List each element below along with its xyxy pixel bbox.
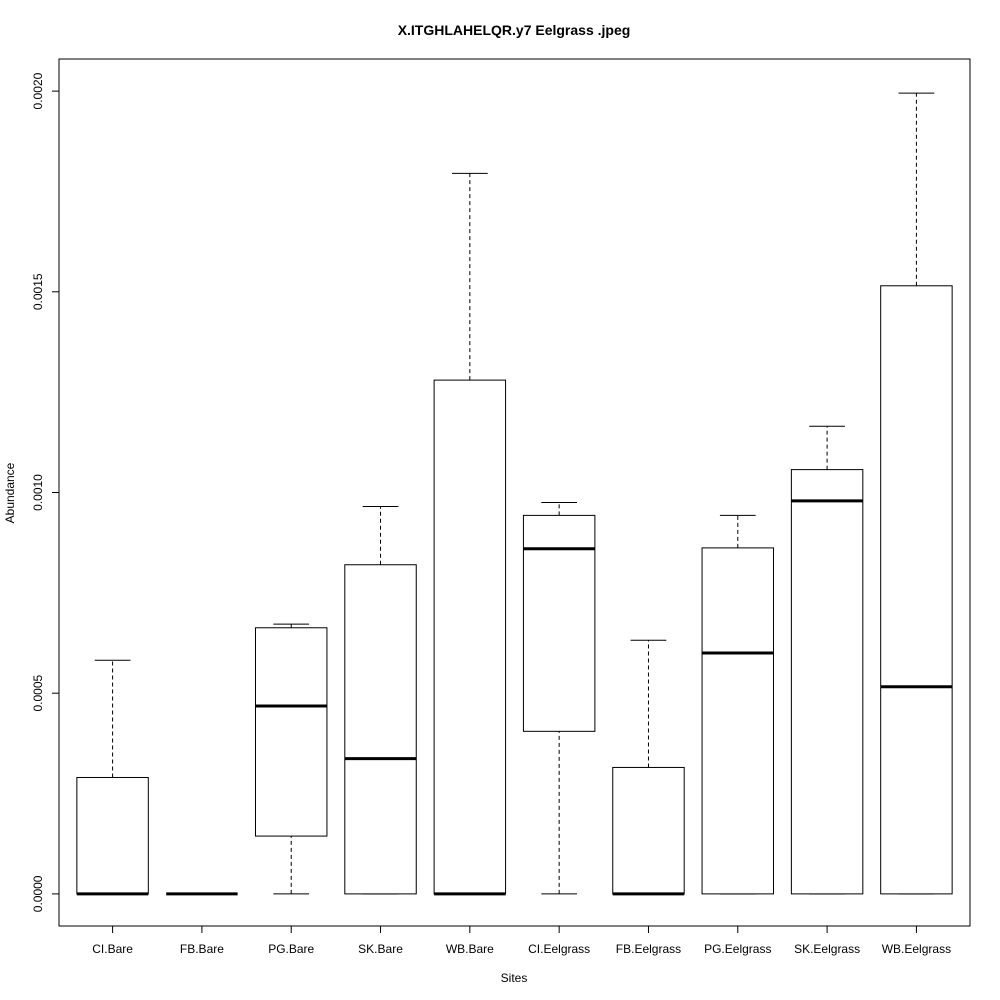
box-rect — [433, 379, 507, 895]
box-rect — [522, 514, 596, 732]
box-WB.Bare — [433, 172, 507, 896]
box-SK.Bare — [344, 506, 417, 895]
y-tick-label: 0.0005 — [31, 675, 45, 712]
box-SK.Eelgrass — [790, 425, 864, 895]
box-rect — [790, 469, 864, 895]
x-tick-label: PG.Bare — [268, 942, 314, 956]
y-axis: 0.0000 0.0005 0.0010 0.0015 0.0020 — [31, 72, 60, 912]
y-tick-label: 0.0010 — [31, 474, 45, 511]
y-axis-label: Abundance — [3, 462, 17, 523]
y-tick-label: 0.0020 — [31, 72, 45, 109]
x-axis-label: Sites — [501, 971, 528, 985]
x-tick-label: FB.Eelgrass — [616, 942, 681, 956]
x-tick-label: CI.Eelgrass — [528, 942, 590, 956]
chart-title: X.ITGHLAHELQR.y7 Eelgrass .jpeg — [398, 22, 631, 38]
box-PG.Eelgrass — [701, 514, 775, 895]
box-rect — [344, 564, 417, 895]
y-tick-label: 0.0015 — [31, 273, 45, 310]
box-rect — [701, 547, 775, 895]
box-PG.Bare — [254, 623, 328, 895]
box-CI.Bare — [76, 659, 149, 896]
y-tick-label: 0.0000 — [31, 875, 45, 912]
boxes — [76, 92, 953, 896]
x-tick-label: SK.Eelgrass — [794, 942, 860, 956]
x-tick-label: WB.Eelgrass — [882, 942, 951, 956]
box-rect — [254, 627, 328, 837]
x-tick-label: CI.Bare — [92, 942, 133, 956]
x-axis: CI.Bare FB.Bare PG.Bare SK.Bare WB.Bare CI.Ee… — [92, 925, 951, 956]
box-CI.Eelgrass — [522, 502, 596, 895]
box-FB.Eelgrass — [612, 639, 685, 896]
x-tick-label: PG.Eelgrass — [704, 942, 771, 956]
x-tick-label: FB.Bare — [180, 942, 224, 956]
box-rect — [612, 766, 685, 895]
box-rect — [76, 776, 149, 895]
x-tick-label: WB.Bare — [446, 942, 494, 956]
box-WB.Eelgrass — [880, 92, 953, 895]
x-tick-label: SK.Bare — [358, 942, 403, 956]
box-rect — [880, 285, 953, 895]
